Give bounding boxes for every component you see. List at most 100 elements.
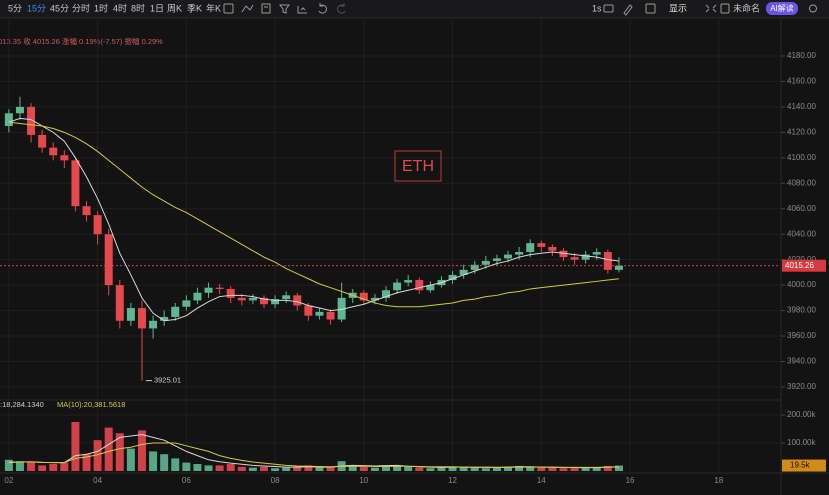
- volume-bar: [437, 467, 446, 471]
- candle-body: [38, 134, 47, 148]
- candle-body: [226, 288, 235, 298]
- volume-bar: [382, 466, 390, 471]
- y-tick-label: 4160.00: [787, 77, 816, 86]
- interval-button[interactable]: 5分: [8, 3, 22, 13]
- volume-bar: [592, 467, 601, 471]
- x-tick-label: 10: [359, 476, 368, 485]
- y-tick-label: 4180.00: [787, 51, 816, 60]
- interval-button[interactable]: 1日: [150, 3, 164, 13]
- interval-button[interactable]: 分时: [72, 2, 90, 13]
- icon-fullscreen[interactable]: [705, 4, 717, 13]
- volume-bar: [348, 465, 357, 471]
- toolbar-display[interactable]: 显示: [669, 3, 687, 13]
- candle-body: [49, 147, 58, 156]
- candle-body: [404, 280, 413, 283]
- y-tick-label: 3920.00: [787, 382, 816, 391]
- interval-button[interactable]: 45分: [50, 3, 69, 13]
- candle-body: [492, 258, 501, 261]
- icon-indicator[interactable]: [223, 3, 234, 14]
- icon-redo[interactable]: [337, 3, 346, 14]
- volume-bar: [160, 454, 169, 471]
- y-tick-label: 3960.00: [787, 331, 816, 340]
- volume-bar: [49, 463, 58, 471]
- icon-settings[interactable]: [809, 4, 817, 13]
- last-volume-label: 19.5k: [790, 461, 811, 470]
- candle-body: [326, 311, 335, 320]
- interval-button[interactable]: 15分: [27, 3, 46, 13]
- ai-button-bg[interactable]: [766, 2, 798, 15]
- x-tick-label: 12: [448, 476, 457, 485]
- icon-camera[interactable]: [603, 4, 614, 13]
- volume-bar: [27, 462, 36, 471]
- ai-button[interactable]: AI解读: [770, 3, 794, 13]
- candle-body: [193, 292, 202, 301]
- interval-button[interactable]: 周K: [167, 3, 182, 13]
- icon-filter[interactable]: [279, 4, 290, 14]
- candle-body: [260, 297, 268, 305]
- candle-body: [171, 306, 180, 317]
- candle-body: [315, 311, 324, 316]
- interval-button[interactable]: 8时: [131, 2, 145, 13]
- candle-body: [559, 250, 568, 258]
- volume-bar: [38, 465, 47, 471]
- candle-body: [293, 295, 302, 306]
- candle-body: [71, 160, 80, 207]
- icon-compare[interactable]: [261, 3, 271, 14]
- icon-undo[interactable]: [318, 3, 327, 14]
- volume-bar: [370, 467, 379, 471]
- volume-bar: [4, 459, 13, 471]
- volume-bar: [393, 465, 402, 471]
- y-tick-label: 3980.00: [787, 306, 816, 315]
- candle-body: [82, 206, 91, 216]
- volume-bar: [137, 430, 146, 471]
- volume-bar: [149, 451, 158, 471]
- candle-body: [548, 246, 557, 251]
- candle-body: [282, 295, 291, 300]
- candle-body: [93, 215, 102, 235]
- interval-button[interactable]: 季K: [187, 2, 202, 13]
- volume-bar: [614, 465, 623, 471]
- icon-chart[interactable]: [297, 6, 307, 14]
- icon-edit[interactable]: [623, 4, 633, 16]
- candle-body: [237, 297, 246, 301]
- volume-bar: [559, 468, 568, 471]
- interval-button[interactable]: 1时: [94, 2, 108, 13]
- volume-bar: [570, 468, 579, 471]
- toolbar-icons[interactable]: [223, 3, 817, 16]
- candle-body: [304, 305, 313, 316]
- toolbar-unnamed[interactable]: 未命名: [733, 2, 760, 13]
- info-line: 4013.35 收 4015.26 涨幅 0.19%(-7.57) 振幅 0.2…: [0, 36, 163, 46]
- icon-save[interactable]: [720, 3, 730, 14]
- candle-body: [204, 287, 213, 293]
- icon-layout[interactable]: [645, 3, 656, 14]
- volume-bar: [492, 467, 501, 471]
- volume-bar: [459, 467, 468, 471]
- y-tick-label: 4040.00: [787, 229, 816, 238]
- candle-body: [448, 274, 457, 281]
- volume-bar: [71, 421, 80, 471]
- volume-bar: [404, 466, 413, 471]
- y-tick-label: 4000.00: [787, 280, 816, 289]
- ma-line: [8, 121, 619, 308]
- volume-ma-line: [8, 442, 619, 468]
- candle-body: [4, 113, 13, 126]
- toolbar: [0, 0, 829, 18]
- volume-bar: [504, 466, 513, 471]
- candle-body: [481, 260, 490, 265]
- volume-bar: [581, 467, 590, 471]
- x-tick-label: 06: [182, 476, 191, 485]
- candles: [4, 96, 623, 471]
- interval-button[interactable]: 4时: [113, 2, 127, 13]
- candle-body: [415, 280, 424, 291]
- candle-body: [504, 254, 513, 259]
- interval-button[interactable]: 年K: [206, 2, 221, 13]
- icon-draw[interactable]: [241, 4, 254, 13]
- toolbar-speed[interactable]: 1s: [592, 3, 602, 13]
- volume-bar: [537, 467, 546, 471]
- y-tick-label: 4140.00: [787, 102, 816, 111]
- volume-bar: [315, 467, 324, 471]
- candle-body: [393, 282, 402, 291]
- volume-bar: [115, 433, 124, 471]
